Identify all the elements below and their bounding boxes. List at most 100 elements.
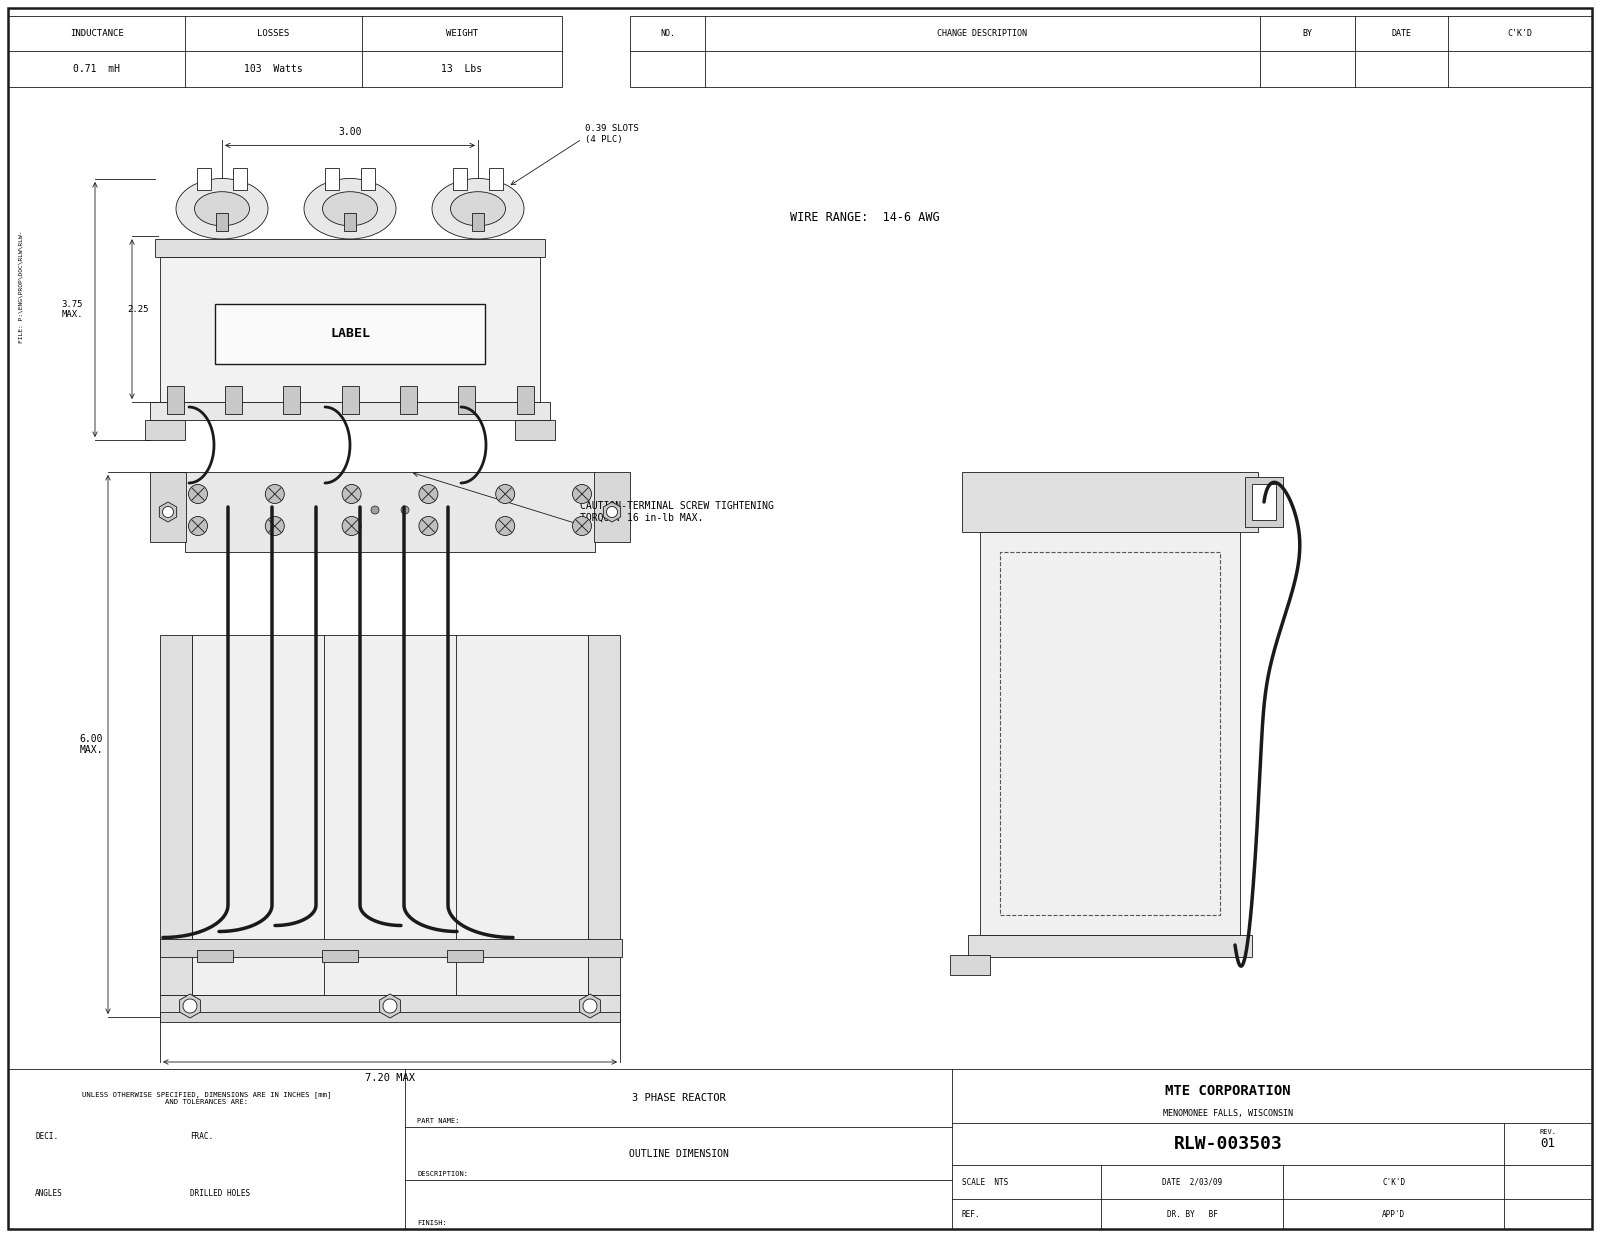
Bar bbox=[186, 473, 595, 552]
Circle shape bbox=[419, 517, 438, 536]
Text: LOSSES: LOSSES bbox=[258, 28, 290, 38]
Bar bbox=[446, 950, 483, 962]
Circle shape bbox=[496, 485, 515, 503]
Text: LABEL: LABEL bbox=[330, 328, 370, 340]
Circle shape bbox=[606, 506, 618, 517]
Text: FRAC.: FRAC. bbox=[190, 1132, 213, 1141]
Bar bbox=[160, 257, 541, 402]
Bar bbox=[283, 386, 301, 414]
Text: 6.00
MAX.: 6.00 MAX. bbox=[80, 734, 102, 756]
Text: ANGLES: ANGLES bbox=[35, 1189, 62, 1199]
Bar bbox=[234, 167, 246, 189]
Text: DESCRIPTION:: DESCRIPTION: bbox=[418, 1171, 467, 1178]
Bar bbox=[150, 402, 550, 421]
Circle shape bbox=[582, 999, 597, 1013]
Text: CHANGE DESCRIPTION: CHANGE DESCRIPTION bbox=[938, 28, 1027, 38]
Bar bbox=[589, 635, 621, 995]
Text: CAUTION-TERMINAL SCREW TIGHTENING
TORQUE: 16 in-lb MAX.: CAUTION-TERMINAL SCREW TIGHTENING TORQUE… bbox=[579, 501, 774, 523]
Text: 13  Lbs: 13 Lbs bbox=[442, 64, 483, 74]
Ellipse shape bbox=[451, 192, 506, 226]
Text: MENOMONEE FALLS, WISCONSIN: MENOMONEE FALLS, WISCONSIN bbox=[1163, 1110, 1293, 1118]
Bar bbox=[1245, 477, 1283, 527]
Bar bbox=[160, 1012, 621, 1022]
Bar bbox=[322, 950, 358, 962]
Bar bbox=[197, 950, 234, 962]
Text: APP'D: APP'D bbox=[1382, 1210, 1405, 1218]
Text: MTE CORPORATION: MTE CORPORATION bbox=[1165, 1084, 1291, 1097]
Text: RLW-003503: RLW-003503 bbox=[1174, 1134, 1282, 1153]
Bar bbox=[8, 16, 562, 87]
Bar bbox=[362, 167, 374, 189]
Text: DECI.: DECI. bbox=[35, 1132, 58, 1141]
Text: FILE: P:\ENG\PROP\DOC\RLW\RLW-: FILE: P:\ENG\PROP\DOC\RLW\RLW- bbox=[19, 231, 24, 343]
Bar bbox=[214, 304, 485, 364]
Bar bbox=[979, 532, 1240, 935]
Text: REV.: REV. bbox=[1539, 1128, 1557, 1134]
Text: WEIGHT: WEIGHT bbox=[446, 28, 478, 38]
Bar bbox=[630, 16, 1592, 87]
Circle shape bbox=[266, 517, 285, 536]
Bar bbox=[950, 955, 990, 975]
Bar bbox=[155, 239, 546, 257]
Bar bbox=[490, 167, 502, 189]
Bar bbox=[472, 213, 485, 231]
Text: UNLESS OTHERWISE SPECIFIED, DIMENSIONS ARE IN INCHES [mm]
AND TOLERANCES ARE:: UNLESS OTHERWISE SPECIFIED, DIMENSIONS A… bbox=[82, 1091, 331, 1105]
Bar bbox=[325, 167, 339, 189]
Text: 3.00: 3.00 bbox=[338, 127, 362, 137]
Circle shape bbox=[342, 485, 362, 503]
Bar bbox=[458, 386, 475, 414]
Text: 01: 01 bbox=[1541, 1137, 1555, 1150]
Ellipse shape bbox=[195, 192, 250, 226]
Circle shape bbox=[496, 517, 515, 536]
Ellipse shape bbox=[176, 178, 269, 239]
Text: C'K'D: C'K'D bbox=[1382, 1178, 1405, 1186]
Bar bbox=[453, 167, 467, 189]
Bar bbox=[160, 939, 622, 957]
Text: FINISH:: FINISH: bbox=[418, 1220, 446, 1226]
Text: 0.71  mH: 0.71 mH bbox=[74, 64, 120, 74]
Text: DRILLED HOLES: DRILLED HOLES bbox=[190, 1189, 250, 1199]
Bar bbox=[197, 167, 211, 189]
Text: INDUCTANCE: INDUCTANCE bbox=[70, 28, 123, 38]
Circle shape bbox=[189, 485, 208, 503]
Text: C'K'D: C'K'D bbox=[1507, 28, 1533, 38]
Bar bbox=[594, 473, 630, 542]
Text: 0.39 SLOTS
(4 PLC): 0.39 SLOTS (4 PLC) bbox=[586, 124, 638, 143]
Bar bbox=[341, 386, 358, 414]
Bar bbox=[344, 213, 355, 231]
Circle shape bbox=[342, 517, 362, 536]
Ellipse shape bbox=[304, 178, 397, 239]
Circle shape bbox=[573, 517, 592, 536]
Bar bbox=[166, 386, 184, 414]
Bar bbox=[160, 635, 192, 995]
Circle shape bbox=[371, 506, 379, 515]
Bar bbox=[400, 386, 418, 414]
Text: REF.: REF. bbox=[962, 1210, 981, 1218]
Bar bbox=[1000, 552, 1221, 915]
Bar bbox=[216, 213, 229, 231]
Bar bbox=[160, 995, 621, 1017]
Text: NO.: NO. bbox=[661, 28, 675, 38]
Text: WIRE RANGE:  14-6 AWG: WIRE RANGE: 14-6 AWG bbox=[790, 210, 939, 224]
Circle shape bbox=[163, 506, 173, 517]
Circle shape bbox=[419, 485, 438, 503]
Text: 3 PHASE REACTOR: 3 PHASE REACTOR bbox=[632, 1094, 725, 1103]
Bar bbox=[150, 473, 186, 542]
Circle shape bbox=[382, 999, 397, 1013]
Text: DATE: DATE bbox=[1392, 28, 1411, 38]
Text: PART NAME:: PART NAME: bbox=[418, 1118, 459, 1124]
Text: 7.20 MAX: 7.20 MAX bbox=[365, 1072, 414, 1084]
Circle shape bbox=[266, 485, 285, 503]
Text: OUTLINE DIMENSION: OUTLINE DIMENSION bbox=[629, 1149, 728, 1159]
Bar bbox=[8, 1069, 1592, 1230]
Bar bbox=[962, 473, 1258, 532]
Bar bbox=[515, 421, 555, 440]
Text: BY: BY bbox=[1302, 28, 1312, 38]
Text: 2.25: 2.25 bbox=[128, 304, 149, 314]
Bar bbox=[146, 421, 186, 440]
Bar bbox=[968, 935, 1251, 957]
Circle shape bbox=[182, 999, 197, 1013]
Ellipse shape bbox=[323, 192, 378, 226]
Text: 3.75
MAX.: 3.75 MAX. bbox=[61, 299, 83, 319]
Circle shape bbox=[402, 506, 410, 515]
